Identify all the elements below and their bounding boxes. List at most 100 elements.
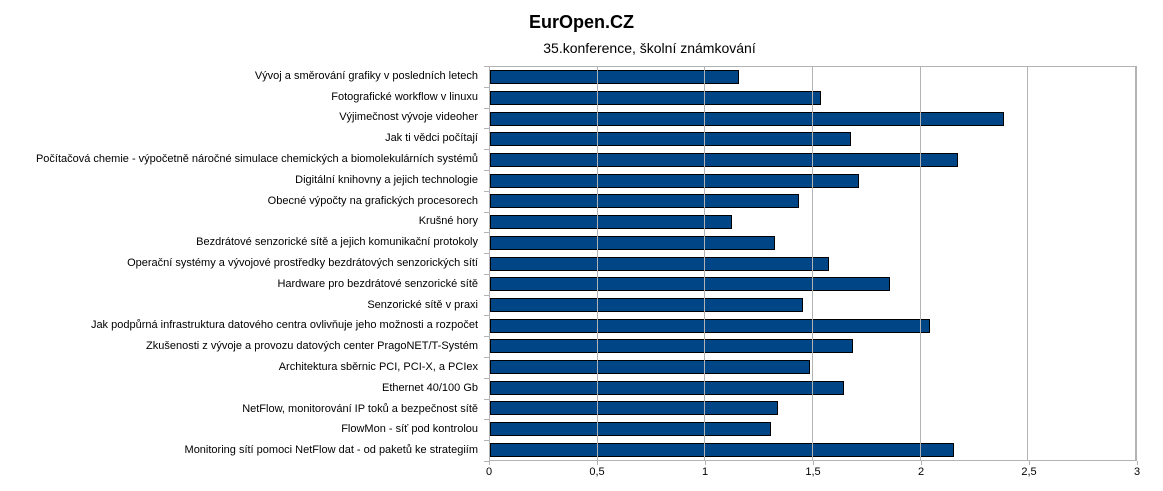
gridline xyxy=(704,67,706,460)
category-label: NetFlow, monitorování IP toků a bezpečno… xyxy=(242,402,478,415)
y-axis-tick xyxy=(484,128,489,130)
bar-row xyxy=(490,377,1136,398)
y-axis-tick xyxy=(484,315,489,317)
y-axis-tick xyxy=(484,336,489,338)
chart-subtitle: 35.konference, školní známkování xyxy=(543,40,756,56)
bar-row xyxy=(490,315,1136,336)
category-label: Zkušenosti z vývoje a provozu datových c… xyxy=(146,340,478,353)
x-axis-tick xyxy=(1029,461,1030,465)
y-axis-tick xyxy=(484,294,489,296)
category-label: Fotografické workflow v linuxu xyxy=(331,90,478,103)
category-axis-labels: Vývoj a směrování grafiky v posledních l… xyxy=(0,66,483,461)
y-axis-tick xyxy=(484,440,489,442)
category-label: Architektura sběrnic PCI, PCI-X, a PCIex xyxy=(278,361,478,374)
bar-row xyxy=(490,150,1136,171)
bar xyxy=(490,442,955,457)
y-axis-tick xyxy=(484,377,489,379)
bar xyxy=(490,297,804,312)
bar xyxy=(490,194,800,209)
bar-row xyxy=(490,274,1136,295)
x-axis-tick-label: 3 xyxy=(1133,466,1141,478)
y-axis-tick xyxy=(484,232,489,234)
bar-row xyxy=(490,439,1136,460)
bar-row xyxy=(490,398,1136,419)
bar xyxy=(490,91,821,106)
gridline xyxy=(812,67,813,460)
bar xyxy=(490,380,845,395)
bar xyxy=(490,173,860,188)
bar-row xyxy=(490,357,1136,378)
x-axis-tick-label: 0,5 xyxy=(589,466,605,478)
category-label: Monitoring sítí pomoci NetFlow dat - od … xyxy=(184,444,478,457)
y-axis-tick xyxy=(484,211,489,213)
category-label: Senzorické sítě v praxi xyxy=(367,298,478,311)
category-label: Obecné výpočty na grafických procesorech xyxy=(267,194,478,207)
y-axis-tick xyxy=(484,66,489,67)
y-axis-tick xyxy=(484,149,489,151)
x-axis-tick-label: 1 xyxy=(701,466,709,478)
x-axis-tick xyxy=(921,461,922,465)
y-axis-tick xyxy=(484,419,489,421)
bar-row xyxy=(490,170,1136,191)
plot-area xyxy=(489,66,1137,461)
y-axis-tick xyxy=(484,253,489,255)
bar xyxy=(490,339,853,354)
x-axis-tick-label: 0 xyxy=(485,466,493,478)
y-axis-tick xyxy=(484,86,489,88)
bar xyxy=(490,401,778,416)
y-axis-tick xyxy=(484,190,489,192)
chart-title: EurOpen.CZ xyxy=(528,12,634,32)
bar xyxy=(490,318,931,333)
category-label: Počítačová chemie - výpočetně náročné si… xyxy=(35,153,478,166)
x-axis-tick-label: 1,5 xyxy=(805,466,821,478)
bar-row xyxy=(490,336,1136,357)
category-label: Operační systémy a vývojové prostředky b… xyxy=(127,257,478,270)
category-label: Výjimečnost vývoje videoher xyxy=(339,111,478,124)
bar xyxy=(490,277,890,292)
category-label: Jak ti vědci počítají xyxy=(385,132,478,145)
category-label: Vývoj a směrování grafiky v posledních l… xyxy=(254,69,478,82)
bar-row xyxy=(490,67,1136,88)
bar-row xyxy=(490,419,1136,440)
bar-row xyxy=(490,295,1136,316)
gridline xyxy=(596,67,598,460)
bar-row xyxy=(490,129,1136,150)
bar-row xyxy=(490,233,1136,254)
bar xyxy=(490,215,733,230)
x-axis-tick-label: 2,5 xyxy=(1021,466,1037,478)
y-axis-tick xyxy=(484,107,489,109)
bar xyxy=(490,153,959,168)
y-axis-tick xyxy=(484,169,489,171)
x-axis-tick xyxy=(705,461,706,465)
bar-row xyxy=(490,191,1136,212)
bar-row xyxy=(490,88,1136,109)
category-label: Bezdrátové senzorické sítě a jejich komu… xyxy=(196,236,478,249)
bar-row xyxy=(490,253,1136,274)
gridline xyxy=(1027,67,1029,460)
x-axis-tick-label: 2 xyxy=(917,466,925,478)
bar-row xyxy=(490,108,1136,129)
category-label: Ethernet 40/100 Gb xyxy=(381,381,478,394)
category-label: Hardware pro bezdrátové senzorické sítě xyxy=(277,277,478,290)
y-axis-tick xyxy=(484,273,489,275)
gridline xyxy=(919,67,921,460)
category-label: Digitální knihovny a jejich technologie xyxy=(295,173,478,186)
bar xyxy=(490,132,851,147)
bar xyxy=(490,422,772,437)
gridline xyxy=(1135,67,1136,460)
x-axis-tick xyxy=(489,461,490,465)
y-axis-tick xyxy=(484,461,489,462)
x-axis-labels: 0 0,5 1 1,5 2 2,5 3 xyxy=(0,466,1163,482)
y-axis-tick xyxy=(484,357,489,359)
category-label: FlowMon - síť pod kontrolou xyxy=(341,423,478,436)
y-axis-tick xyxy=(484,398,489,400)
category-label: Jak podpůrná infrastruktura datového cen… xyxy=(90,319,478,332)
bar xyxy=(490,111,1004,126)
bars-container xyxy=(490,67,1136,460)
bar xyxy=(490,70,739,85)
x-axis-tick xyxy=(597,461,598,465)
x-axis-tick xyxy=(813,461,814,465)
x-axis-tick xyxy=(1137,461,1138,465)
category-label: Krušné hory xyxy=(418,215,478,228)
